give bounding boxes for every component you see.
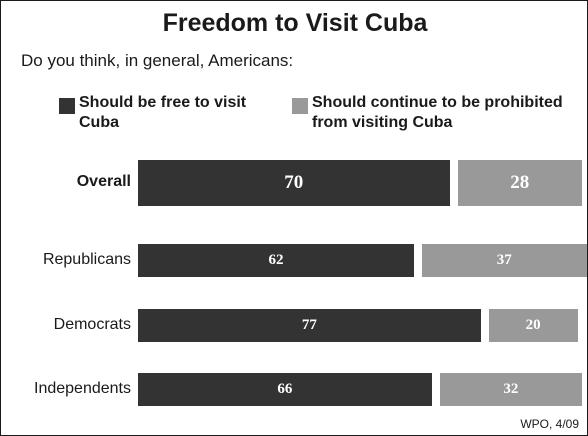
bar-value-label: 20 xyxy=(525,317,541,333)
bar-prohibited xyxy=(439,373,583,406)
bar-value-label: 28 xyxy=(510,172,530,193)
bar-free xyxy=(138,373,432,406)
source-note: WPO, 4/09 xyxy=(520,417,579,431)
bar-free xyxy=(138,244,414,277)
category-label: Democrats xyxy=(53,315,131,333)
bar-value-label: 77 xyxy=(301,317,317,333)
category-label: Republicans xyxy=(42,250,131,268)
bar-value-label: 32 xyxy=(503,381,519,397)
bar-free xyxy=(138,309,481,342)
bar-prohibited xyxy=(421,244,587,277)
bar-value-label: 70 xyxy=(284,172,304,193)
legend-swatch-free xyxy=(59,98,75,114)
legend-swatch-prohibited xyxy=(292,98,308,114)
category-label: Overall xyxy=(76,173,131,190)
bar-value-label: 37 xyxy=(496,252,512,268)
category-label: Independents xyxy=(34,379,131,397)
legend-label-free: Should be free to visit Cuba xyxy=(79,94,247,131)
bar-prohibited xyxy=(488,309,578,342)
bar-free xyxy=(138,160,450,206)
legend-label-prohibited: Should continue to be prohibited from vi… xyxy=(312,94,563,131)
bar-prohibited xyxy=(457,160,583,206)
bar-value-label: 62 xyxy=(268,252,284,268)
chart-subtitle: Do you think, in general, Americans: xyxy=(21,51,294,70)
chart-title: Freedom to Visit Cuba xyxy=(162,9,428,37)
bar-value-label: 66 xyxy=(277,381,293,397)
